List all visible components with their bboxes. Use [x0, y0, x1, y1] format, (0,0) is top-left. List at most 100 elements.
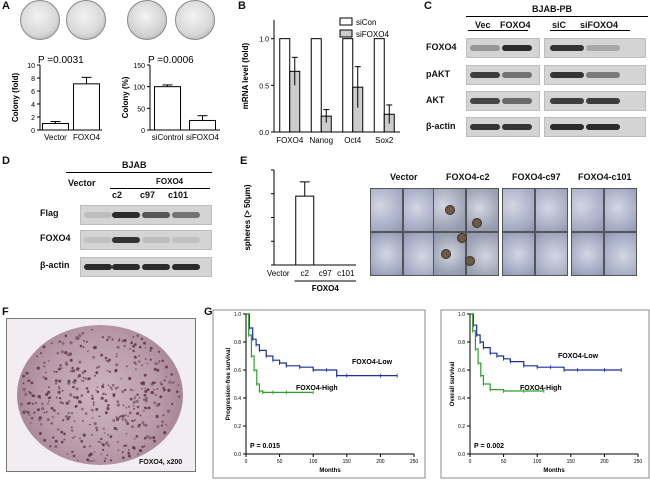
stained-nucleus [144, 423, 148, 427]
blot-band [470, 72, 500, 78]
stained-nucleus [108, 358, 111, 362]
stained-nucleus [39, 423, 43, 426]
blot-band [550, 98, 584, 104]
y-tick-label: 1.0 [259, 37, 269, 44]
stained-nucleus [125, 432, 128, 435]
stained-nucleus [146, 435, 150, 439]
y-axis-label: Colony (%) [121, 76, 130, 118]
stained-nucleus [49, 396, 52, 399]
stained-nucleus [69, 352, 72, 356]
stained-nucleus [154, 362, 158, 366]
blot-c-col-label: FOXO4 [500, 20, 531, 30]
stained-nucleus [43, 438, 47, 442]
stained-nucleus [58, 397, 62, 400]
stained-nucleus [78, 333, 82, 338]
bar-sicon [342, 38, 354, 133]
y-axis-label: spheres (> 50μm) [243, 184, 252, 250]
stained-nucleus [142, 381, 145, 384]
y-tick-label: 0 [141, 128, 145, 135]
stained-nucleus [68, 415, 71, 419]
stained-nucleus [52, 436, 55, 439]
stained-nucleus [98, 415, 101, 418]
stained-nucleus [107, 336, 110, 339]
stained-nucleus [165, 375, 168, 378]
stained-nucleus [102, 448, 105, 451]
stained-nucleus [91, 394, 94, 397]
stained-nucleus [83, 445, 86, 449]
stained-nucleus [122, 404, 125, 407]
stained-nucleus [143, 341, 146, 345]
bar [189, 119, 216, 131]
stained-nucleus [50, 406, 54, 410]
stained-nucleus [133, 437, 136, 440]
x-tick-label: c97 [319, 269, 332, 278]
bar-sicon [279, 38, 291, 133]
stained-nucleus [29, 391, 32, 394]
stained-nucleus [141, 387, 144, 390]
panel-a-charts: 0 2 4 6 8 10 Colony (fold) Vector FOXO4 P =0.0031… [11, 55, 220, 142]
micrograph-field [535, 188, 568, 232]
x-tick-label: 150 [343, 459, 352, 465]
stained-nucleus [123, 344, 126, 348]
stained-nucleus [136, 453, 140, 456]
y-tick-label: 0.4 [458, 396, 465, 402]
stained-nucleus [54, 379, 58, 383]
stained-nucleus [114, 369, 118, 373]
y-tick-label: 4 [31, 102, 35, 109]
stained-nucleus [138, 354, 141, 357]
y-axis-label: Colony (fold) [11, 73, 20, 123]
y-tick-label: 0 [31, 128, 35, 135]
stained-nucleus [102, 443, 105, 447]
stained-nucleus [127, 415, 130, 417]
sphere-colony [445, 205, 455, 215]
p-value: P = 0.015 [250, 443, 280, 450]
y-tick-label: 0.2 [458, 424, 465, 430]
y-axis-label: Overall survival [450, 361, 456, 406]
stained-nucleus [73, 420, 76, 423]
stained-nucleus [143, 406, 147, 409]
stained-nucleus [65, 414, 68, 418]
stained-nucleus [146, 388, 150, 391]
bar [42, 123, 69, 131]
stained-nucleus [116, 403, 120, 407]
stained-nucleus [82, 376, 85, 379]
stained-nucleus [133, 361, 136, 364]
blot-band [112, 212, 140, 218]
stained-nucleus [57, 385, 61, 388]
stained-nucleus [59, 364, 62, 367]
stained-nucleus [36, 366, 40, 370]
stained-nucleus [43, 365, 46, 368]
blot-d-title-line [66, 172, 212, 173]
stained-nucleus [136, 405, 140, 409]
stained-nucleus [53, 370, 56, 373]
stained-nucleus [48, 400, 50, 402]
y-tick-label: 10 [27, 63, 35, 70]
km-legend-label: FOXO4-Low [352, 359, 393, 366]
stained-nucleus [84, 377, 88, 380]
stained-nucleus [107, 404, 110, 407]
stained-nucleus [177, 384, 180, 387]
stained-nucleus [27, 379, 30, 382]
stained-nucleus [133, 343, 137, 346]
y-tick-label: 0.6 [458, 368, 465, 374]
stained-nucleus [157, 362, 160, 364]
blot-band [502, 124, 532, 130]
stained-nucleus [160, 383, 163, 386]
stained-nucleus [123, 418, 127, 421]
blot-band [502, 45, 532, 51]
stained-nucleus [138, 423, 141, 427]
stained-nucleus [130, 340, 133, 343]
y-tick-label: 0.6 [234, 368, 241, 374]
stained-nucleus [85, 387, 89, 390]
stained-nucleus [28, 413, 31, 416]
stained-nucleus [38, 418, 42, 422]
micrograph-field [403, 188, 436, 232]
stained-nucleus [82, 433, 86, 437]
stained-nucleus [50, 422, 53, 425]
stained-nucleus [107, 444, 111, 447]
x-tick-label: Sox2 [375, 136, 394, 145]
blot-band [112, 237, 140, 243]
stained-nucleus [116, 345, 120, 349]
stained-nucleus [111, 338, 114, 341]
stained-nucleus [54, 445, 58, 449]
